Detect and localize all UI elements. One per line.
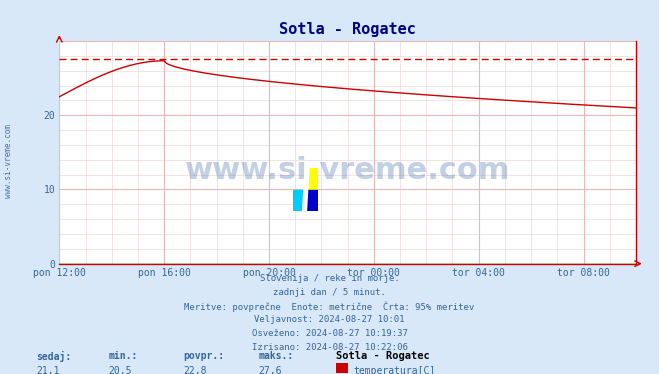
- Title: Sotla - Rogatec: Sotla - Rogatec: [279, 22, 416, 37]
- Text: Slovenija / reke in morje.: Slovenija / reke in morje.: [260, 274, 399, 283]
- Text: min.:: min.:: [109, 351, 138, 361]
- Text: Veljavnost: 2024-08-27 10:01: Veljavnost: 2024-08-27 10:01: [254, 315, 405, 324]
- Text: sedaj:: sedaj:: [36, 351, 71, 362]
- Text: www.si-vreme.com: www.si-vreme.com: [4, 124, 13, 198]
- Text: maks.:: maks.:: [258, 351, 293, 361]
- Text: Osveženo: 2024-08-27 10:19:37: Osveženo: 2024-08-27 10:19:37: [252, 329, 407, 338]
- Text: zadnji dan / 5 minut.: zadnji dan / 5 minut.: [273, 288, 386, 297]
- Text: www.si-vreme.com: www.si-vreme.com: [185, 156, 510, 185]
- Bar: [293, 190, 306, 211]
- Text: Sotla - Rogatec: Sotla - Rogatec: [336, 351, 430, 361]
- Bar: [306, 190, 318, 211]
- Text: Izrisano: 2024-08-27 10:22:06: Izrisano: 2024-08-27 10:22:06: [252, 343, 407, 352]
- Text: 20,5: 20,5: [109, 366, 132, 374]
- Text: 22,8: 22,8: [183, 366, 207, 374]
- Polygon shape: [302, 168, 309, 211]
- Text: 21,1: 21,1: [36, 366, 60, 374]
- Text: 27,6: 27,6: [258, 366, 282, 374]
- Bar: [306, 168, 318, 190]
- Text: povpr.:: povpr.:: [183, 351, 224, 361]
- Text: temperatura[C]: temperatura[C]: [353, 366, 436, 374]
- Text: Meritve: povprečne  Enote: metrične  Črta: 95% meritev: Meritve: povprečne Enote: metrične Črta:…: [185, 301, 474, 312]
